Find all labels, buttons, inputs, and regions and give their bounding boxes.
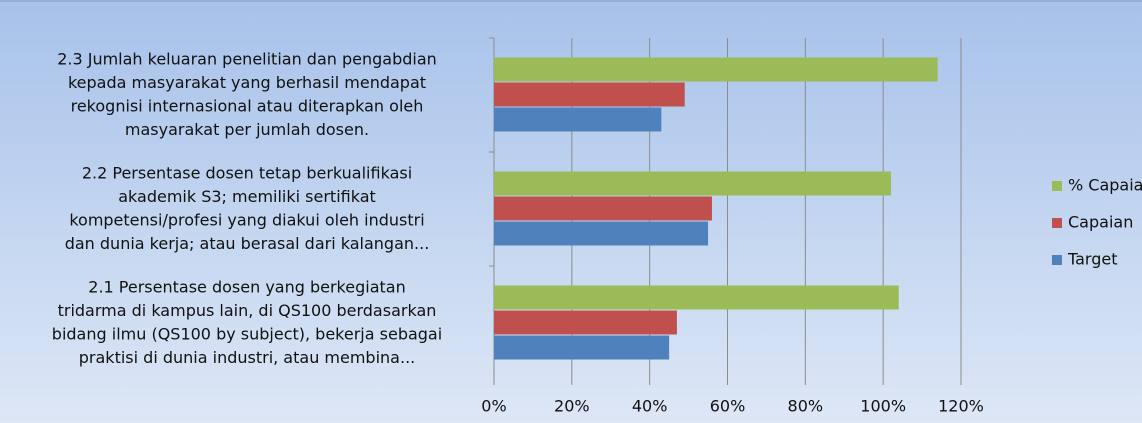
category-label: rekognisi internasional atau diterapkan … [71,97,424,116]
category-label: 2.2 Persentase dosen tetap berkualifikas… [82,164,412,183]
bar [494,82,685,107]
bar [494,196,712,221]
bar [494,57,938,82]
category-label: kompetensi/profesi yang diakui oleh indu… [69,211,424,230]
legend-swatch [1052,181,1062,191]
category-label: 2.1 Persentase dosen yang berkegiatan [88,278,405,297]
x-tick-label: 120% [938,397,984,416]
bar [494,285,899,310]
category-label: masyarakat per jumlah dosen. [125,120,369,139]
bar [494,221,709,246]
x-tick-label: 60% [710,397,746,416]
category-label: bidang ilmu (QS100 by subject), bekerja … [52,325,442,344]
legend-label: Target [1067,250,1118,269]
bar [494,171,891,196]
category-label: praktisi di dunia industri, atau membina… [79,348,415,367]
x-tick-label: 40% [632,397,668,416]
x-tick-label: 20% [554,397,590,416]
legend-swatch [1052,255,1062,265]
x-tick-label: 80% [788,397,824,416]
legend-swatch [1052,218,1062,228]
bar [494,310,677,335]
legend-label: Capaian [1068,213,1133,232]
category-label: tridarma di kampus lain, di QS100 berdas… [58,301,437,320]
legend-label: % Capaian [1068,176,1142,195]
category-label: dan dunia kerja; atau berasal dari kalan… [65,234,430,253]
category-label: kepada masyarakat yang berhasil mendapat [68,73,426,92]
x-tick-label: 0% [481,397,506,416]
bar [494,107,662,132]
category-label: akademik S3; memiliki sertifikat [118,187,376,206]
bar [494,335,670,360]
category-label: 2.3 Jumlah keluaran penelitian dan penga… [57,50,437,69]
x-tick-label: 100% [860,397,906,416]
